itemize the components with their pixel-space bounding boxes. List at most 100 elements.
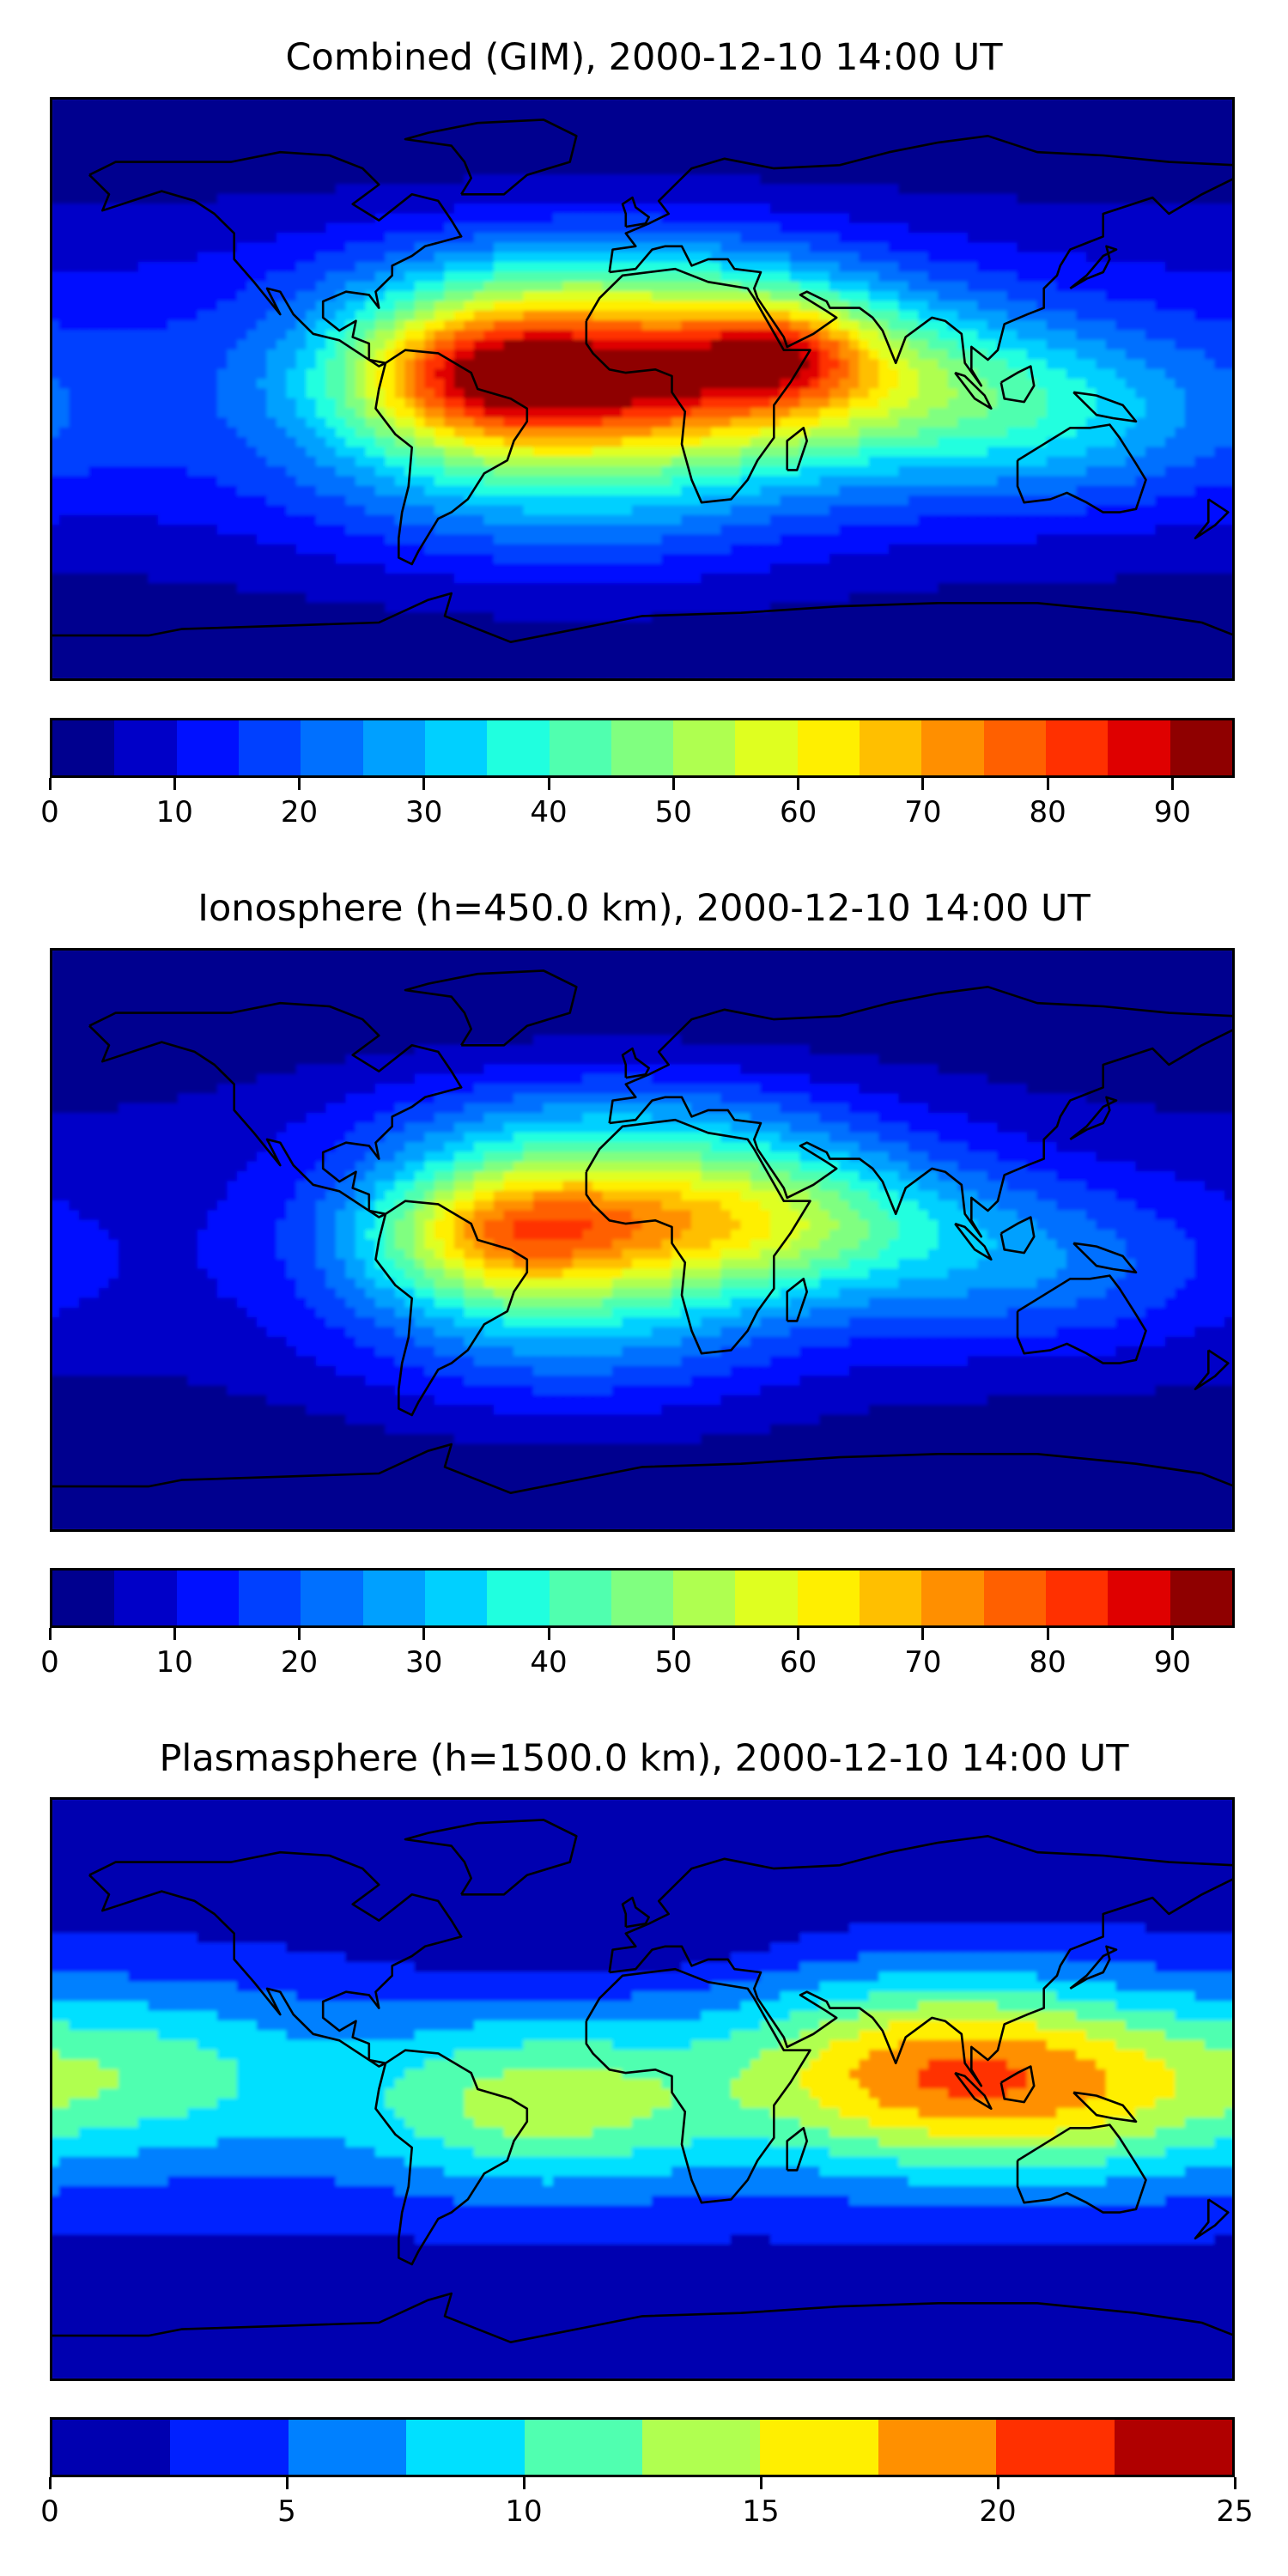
colorbar-segment (1114, 2420, 1233, 2475)
colorbar-tick-label: 30 (405, 1645, 442, 1680)
colorbar-tick-label: 10 (156, 795, 193, 829)
colorbar-tick (285, 2477, 289, 2489)
colorbar-segment (52, 720, 115, 775)
coastline-japan (1069, 1945, 1118, 1990)
coastline-north-america (88, 1001, 463, 1218)
colorbar-segment (424, 720, 488, 775)
coastline-south-america (374, 1200, 529, 1417)
colorbar-segment (611, 720, 674, 775)
coastline-japan (1069, 1096, 1118, 1141)
colorbar-tick-label: 90 (1154, 795, 1191, 829)
colorbar-segment (735, 720, 798, 775)
panel-title-combined: Combined (GIM), 2000-12-10 14:00 UT (0, 36, 1288, 79)
colorbar-segment (878, 2420, 997, 2475)
colorbar-segment (176, 1571, 239, 1625)
map-plasmasphere (50, 1797, 1235, 2381)
colorbar-combined (50, 718, 1235, 778)
coastline-madagascar (786, 2126, 809, 2172)
colorbar-segment (1046, 1571, 1109, 1625)
colorbar-tick-label: 5 (277, 2494, 296, 2529)
coastline-borneo (999, 2065, 1036, 2104)
coastline-britain (621, 1896, 651, 1929)
colorbar-segment (487, 720, 550, 775)
coastline-sumatra (954, 1222, 993, 1261)
map-combined (50, 97, 1235, 681)
colorbar-tick (173, 778, 176, 790)
colorbar-tick (48, 778, 52, 790)
colorbar-segment (1108, 720, 1170, 775)
colorbar-segment (983, 1571, 1046, 1625)
colorbar-segment (52, 2420, 171, 2475)
colorbar-tick (1046, 778, 1049, 790)
colorbar-segment (1170, 1571, 1232, 1625)
colorbar-segment (797, 1571, 860, 1625)
colorbar-tick (298, 778, 301, 790)
colorbar-tick (921, 778, 925, 790)
coastline-new-zealand (1194, 2198, 1230, 2240)
coastline-new-guinea (1072, 1242, 1138, 1274)
coastline-sumatra (954, 2071, 993, 2111)
colorbar-tick (921, 1628, 925, 1640)
panel-title-plasmasphere: Plasmasphere (h=1500.0 km), 2000-12-10 1… (0, 1737, 1288, 1780)
coastline-africa (585, 1967, 811, 2204)
coastline-south-america (374, 2049, 529, 2266)
colorbar-tick-label: 10 (505, 2494, 542, 2529)
colorbar-segment (760, 2420, 878, 2475)
coastline-antarctica (50, 1443, 1235, 1495)
coastline-eurasia (608, 134, 1235, 387)
colorbar-tick (1170, 778, 1174, 790)
colorbar-tick-label: 30 (405, 795, 442, 829)
colorbar-tick (1233, 2477, 1236, 2489)
colorbar-segment (52, 1571, 115, 1625)
coastline-new-guinea (1072, 391, 1138, 423)
coastline-madagascar (786, 1277, 809, 1322)
map-ionosphere (50, 948, 1235, 1532)
colorbar-tick-label: 0 (40, 1645, 59, 1680)
colorbar-segment (860, 720, 922, 775)
coastline-greenland (404, 118, 578, 196)
coastline-australia (1016, 423, 1147, 513)
coastline-south-america (374, 349, 529, 566)
colorbar-segment (1046, 720, 1109, 775)
coastline-antarctica (50, 592, 1235, 644)
colorbar-segment (114, 720, 177, 775)
colorbar-tick (671, 778, 675, 790)
colorbar-segment (301, 1571, 363, 1625)
colorbar-segment (860, 1571, 922, 1625)
colorbar-segment (176, 720, 239, 775)
colorbar-segment (797, 720, 860, 775)
field-fill (50, 97, 1235, 681)
colorbar-tick-label: 10 (156, 1645, 193, 1680)
colorbar-segment (406, 2420, 525, 2475)
colorbar-ionosphere (50, 1568, 1235, 1628)
coastline-greenland (404, 1819, 578, 1896)
coastline-borneo (999, 1216, 1036, 1255)
colorbar-segment (1170, 720, 1232, 775)
colorbar-tick-label: 70 (904, 795, 941, 829)
colorbar-tick (1046, 1628, 1049, 1640)
colorbar-tick (759, 2477, 762, 2489)
colorbar-segment (114, 1571, 177, 1625)
coastline-new-zealand (1194, 498, 1230, 540)
coastline-north-america (88, 150, 463, 368)
coastline-africa (585, 267, 811, 504)
colorbar-segment (921, 1571, 984, 1625)
colorbar-segment (549, 1571, 611, 1625)
colorbar-tick (48, 2477, 52, 2489)
colorbar-tick (1170, 1628, 1174, 1640)
coastline-madagascar (786, 426, 809, 471)
colorbar-tick-label: 20 (979, 2494, 1016, 2529)
colorbar-plasmasphere (50, 2417, 1235, 2477)
field-fill (50, 948, 1235, 1532)
coastline-australia (1016, 2123, 1147, 2214)
field-fill (50, 1797, 1235, 2381)
colorbar-tick (797, 778, 800, 790)
coastline-eurasia (608, 985, 1235, 1238)
colorbar-tick-label: 40 (530, 1645, 567, 1680)
colorbar-segment (611, 1571, 674, 1625)
colorbar-segment (673, 1571, 736, 1625)
colorbar-segment (673, 720, 736, 775)
colorbar-tick-label: 25 (1216, 2494, 1253, 2529)
colorbar-tick-label: 80 (1029, 1645, 1066, 1680)
colorbar-segment (238, 720, 301, 775)
